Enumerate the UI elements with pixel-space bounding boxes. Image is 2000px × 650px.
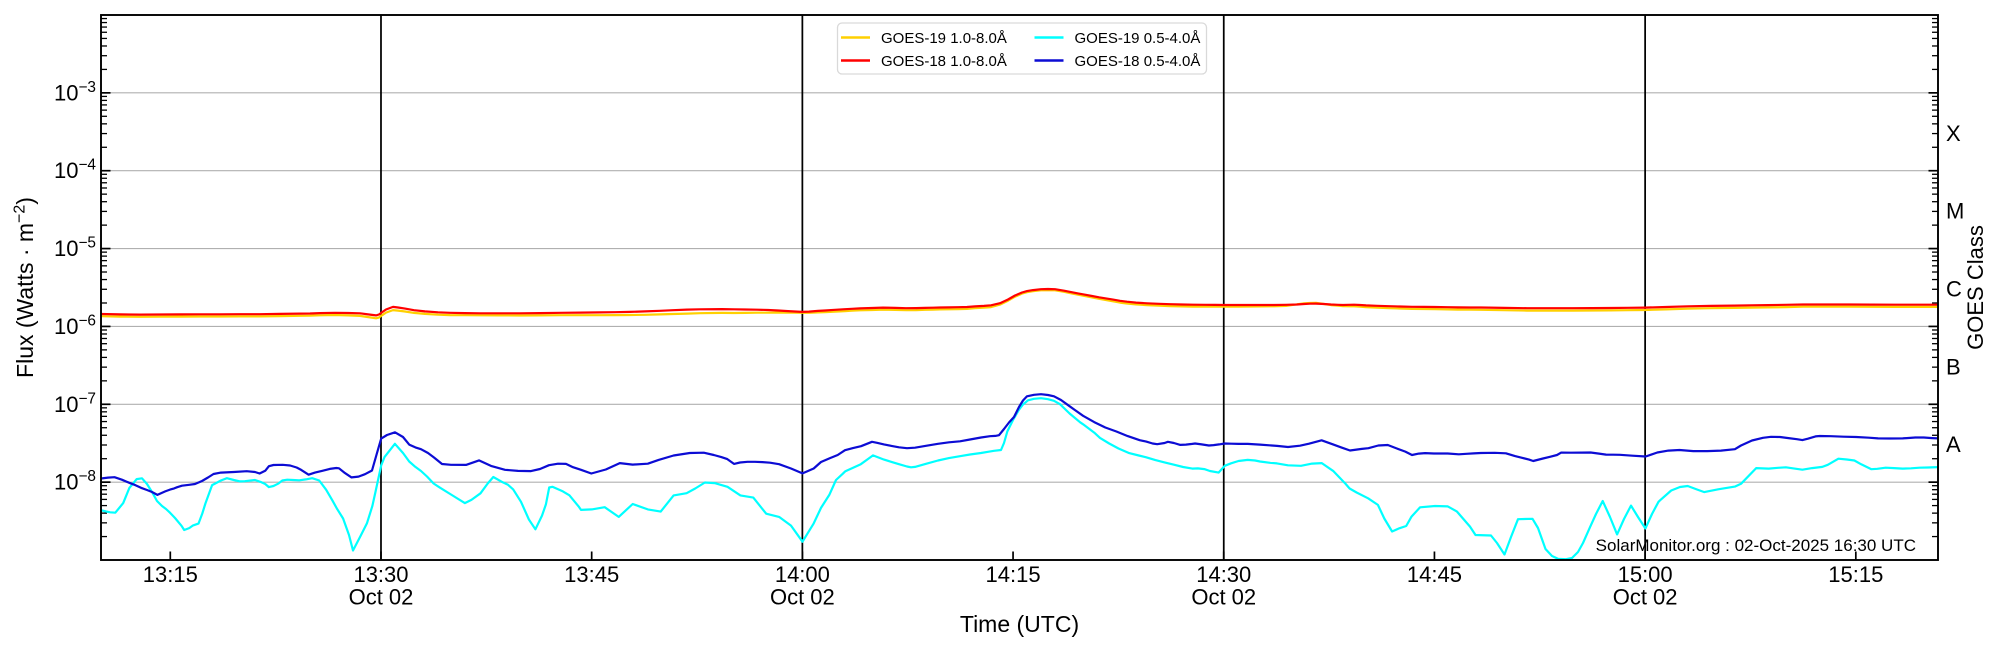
svg-text:X: X bbox=[1946, 121, 1961, 146]
svg-text:Oct 02: Oct 02 bbox=[349, 585, 414, 610]
svg-text:10−3: 10−3 bbox=[54, 79, 96, 106]
svg-text:GOES-18 0.5-4.0Å: GOES-18 0.5-4.0Å bbox=[1075, 53, 1201, 70]
svg-text:GOES-18 1.0-8.0Å: GOES-18 1.0-8.0Å bbox=[881, 53, 1007, 70]
svg-text:GOES Class: GOES Class bbox=[1963, 225, 1988, 350]
svg-text:15:00: 15:00 bbox=[1618, 562, 1673, 587]
svg-text:Time (UTC): Time (UTC) bbox=[960, 611, 1079, 637]
svg-text:13:15: 13:15 bbox=[143, 562, 198, 587]
svg-text:GOES-19 0.5-4.0Å: GOES-19 0.5-4.0Å bbox=[1075, 30, 1201, 47]
svg-text:14:15: 14:15 bbox=[986, 562, 1041, 587]
svg-text:A: A bbox=[1946, 432, 1961, 457]
svg-text:15:15: 15:15 bbox=[1828, 562, 1883, 587]
svg-text:SolarMonitor.org : 02-Oct-2025: SolarMonitor.org : 02-Oct-2025 16:30 UTC bbox=[1596, 536, 1916, 555]
svg-text:14:00: 14:00 bbox=[775, 562, 830, 587]
svg-text:13:45: 13:45 bbox=[564, 562, 619, 587]
svg-text:14:45: 14:45 bbox=[1407, 562, 1462, 587]
svg-text:10−6: 10−6 bbox=[54, 312, 96, 339]
svg-text:Flux (Watts · m−2): Flux (Watts · m−2) bbox=[12, 197, 39, 378]
svg-text:13:30: 13:30 bbox=[353, 562, 408, 587]
svg-text:GOES-19 1.0-8.0Å: GOES-19 1.0-8.0Å bbox=[881, 30, 1007, 47]
svg-text:Oct 02: Oct 02 bbox=[1191, 585, 1256, 610]
svg-text:14:30: 14:30 bbox=[1196, 562, 1251, 587]
svg-text:10−4: 10−4 bbox=[54, 157, 96, 184]
svg-text:Oct 02: Oct 02 bbox=[770, 585, 835, 610]
svg-text:M: M bbox=[1946, 199, 1964, 224]
svg-text:Oct 02: Oct 02 bbox=[1613, 585, 1678, 610]
svg-text:B: B bbox=[1946, 354, 1961, 379]
svg-text:C: C bbox=[1946, 277, 1962, 302]
